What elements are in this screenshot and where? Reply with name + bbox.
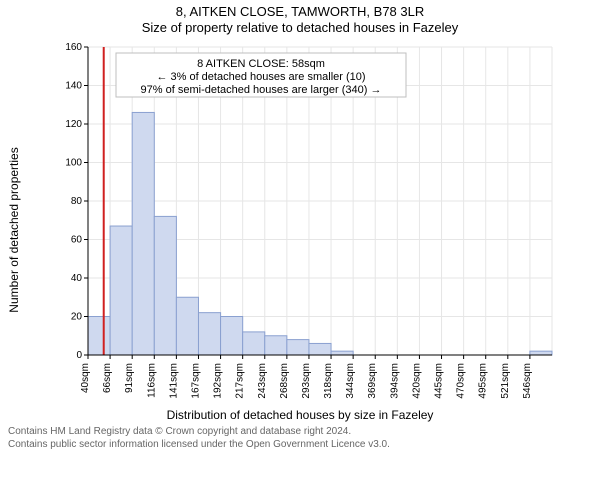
histogram-bar [132, 113, 154, 356]
x-tick-label: 116sqm [146, 363, 157, 398]
x-tick-label: 445sqm [434, 363, 445, 399]
footer-attribution: Contains HM Land Registry data © Crown c… [0, 422, 600, 451]
x-tick-label: 369sqm [367, 363, 378, 399]
x-tick-label: 268sqm [279, 363, 290, 399]
page-title-address: 8, AITKEN CLOSE, TAMWORTH, B78 3LR [0, 0, 600, 20]
histogram-bar [243, 332, 265, 355]
histogram-bar [309, 344, 331, 356]
histogram-bar [198, 313, 220, 355]
footer-line-2: Contains public sector information licen… [8, 439, 592, 452]
y-tick-label: 60 [71, 235, 83, 246]
x-tick-label: 344sqm [345, 363, 356, 399]
histogram-bar [265, 336, 287, 355]
legend-line-3: 97% of semi-detached houses are larger (… [141, 84, 382, 96]
x-tick-label: 420sqm [411, 363, 422, 399]
y-tick-label: 20 [71, 312, 83, 323]
legend-line-2: ← 3% of detached houses are smaller (10) [156, 71, 365, 83]
y-tick-label: 100 [65, 158, 82, 169]
footer-line-1: Contains HM Land Registry data © Crown c… [8, 426, 592, 439]
histogram-bar [88, 317, 110, 356]
x-axis-label: Distribution of detached houses by size … [0, 408, 600, 422]
chart-container: 0 20 40 60 80 100 120 140 160 40sqm 66sqm 91sqm 116s… [58, 41, 600, 406]
x-tick-label: 141sqm [168, 363, 179, 399]
x-tick-label: 318sqm [323, 363, 334, 399]
y-tick-label: 140 [65, 81, 82, 92]
x-tick-label: 470sqm [456, 363, 467, 399]
y-tick-label: 80 [71, 196, 83, 207]
histogram-chart: 0 20 40 60 80 100 120 140 160 40sqm 66sqm 91sqm 116s… [58, 41, 558, 401]
histogram-bar [287, 340, 309, 355]
histogram-bar [221, 317, 243, 356]
x-tick-label: 217sqm [235, 363, 246, 399]
legend-line-1: 8 AITKEN CLOSE: 58sqm [197, 58, 325, 70]
histogram-bar [154, 217, 176, 356]
y-tick-label: 120 [65, 119, 82, 130]
x-tick-label: 495sqm [478, 363, 489, 399]
x-tick-label: 40sqm [80, 363, 91, 393]
histogram-bar [110, 226, 132, 355]
x-tick-label: 243sqm [257, 363, 268, 399]
x-tick-label: 293sqm [301, 363, 312, 399]
x-tick-label: 521sqm [500, 363, 511, 399]
x-tick-label: 91sqm [124, 363, 135, 393]
page-title-sub: Size of property relative to detached ho… [0, 20, 600, 38]
y-axis-label: Number of detached properties [7, 147, 21, 312]
histogram-bar [331, 351, 353, 355]
y-tick-label: 40 [71, 273, 83, 284]
x-tick-label: 546sqm [522, 363, 533, 399]
histogram-bar [176, 297, 198, 355]
x-tick-label: 192sqm [213, 363, 224, 399]
y-tick-label: 160 [65, 42, 82, 53]
histogram-bar [530, 351, 552, 355]
x-tick-label: 394sqm [389, 363, 400, 399]
y-tick-label: 0 [76, 350, 82, 361]
x-tick-label: 167sqm [190, 363, 201, 399]
x-tick-label: 66sqm [102, 363, 113, 393]
